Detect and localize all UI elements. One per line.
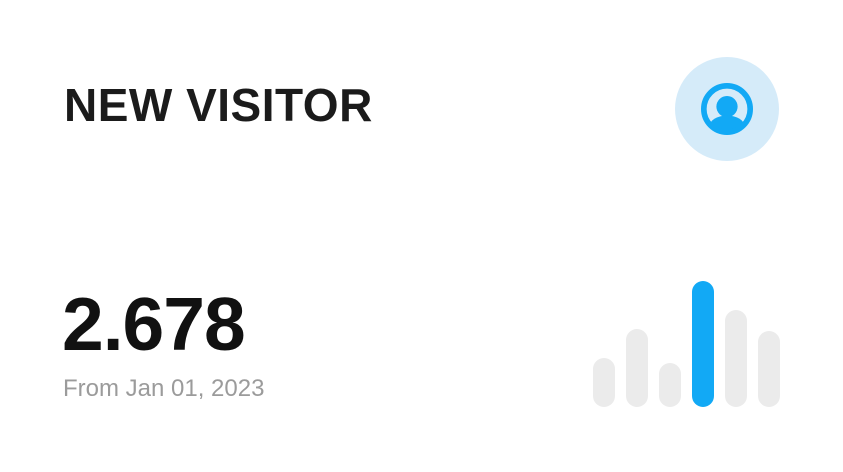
sparkline-bar <box>758 331 780 407</box>
sparkline-bar <box>626 329 648 407</box>
sparkline-bar <box>725 310 747 407</box>
user-circle-icon <box>701 83 753 135</box>
sparkline-bar <box>659 363 681 407</box>
card-title: NEW VISITOR <box>64 79 373 131</box>
sparkline-bar <box>593 358 615 407</box>
visitor-count-value: 2.678 <box>62 282 246 366</box>
visitor-sparkline <box>593 281 780 407</box>
sparkline-bar-highlight <box>692 281 714 407</box>
visitor-icon-badge <box>675 57 779 161</box>
date-caption: From Jan 01, 2023 <box>63 375 265 402</box>
